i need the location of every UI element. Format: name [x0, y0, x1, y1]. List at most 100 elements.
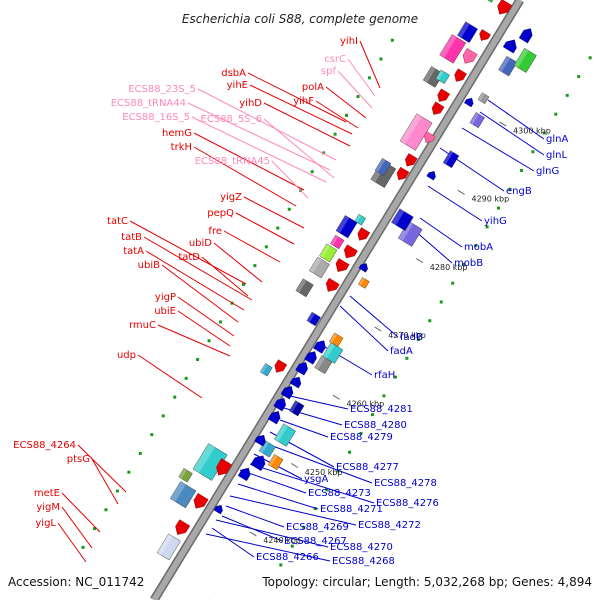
gene-label-forward: ECS88_4264: [13, 440, 76, 451]
guide-dot: [379, 57, 383, 61]
tick-mark: [457, 189, 465, 195]
leader-line: [263, 102, 351, 147]
gene-label-forward: ECS88_16S_5: [122, 112, 190, 123]
gene-label-forward: tatA: [123, 246, 144, 257]
tick-label: 4300 kbp: [513, 126, 551, 135]
leader-line: [177, 310, 231, 347]
leader-line: [325, 86, 367, 119]
gene-arrow-reverse: [273, 398, 286, 412]
guide-dot: [474, 244, 478, 248]
guide-dot: [115, 489, 119, 493]
gene-label-reverse: ECS88_4278: [374, 478, 437, 489]
leader-line: [229, 495, 357, 526]
leader-line: [479, 111, 545, 156]
guide-dot: [264, 245, 268, 249]
gene-label-reverse: ECS88_4277: [336, 462, 399, 473]
gene-label-forward: ECS88_tRNA44: [111, 98, 186, 109]
leader-line: [239, 469, 307, 494]
gene-arrow-forward: [405, 153, 418, 167]
guide-dot: [322, 151, 326, 155]
tick-label: 4240 kbp: [263, 536, 301, 545]
leader-line: [143, 236, 253, 301]
gene-box: [260, 363, 273, 377]
gene-arrow-reverse: [358, 263, 368, 273]
leader-line: [419, 217, 463, 248]
gene-label-forward: ECS88_5S_6: [201, 114, 262, 125]
guide-dot: [345, 113, 349, 117]
gene-label-reverse: ECS88_4272: [358, 520, 421, 531]
tick-label: 4290 kbp: [472, 195, 510, 204]
guide-dot: [219, 320, 223, 324]
gene-arrow-forward: [357, 227, 371, 241]
tick-mark: [499, 121, 507, 127]
leader-line: [237, 483, 319, 510]
leader-line: [145, 250, 245, 311]
gene-label-forward: ubiB: [138, 260, 160, 271]
gene-label-forward: ECS88_tRNA45: [195, 156, 270, 167]
gene-arrow-forward: [462, 48, 478, 64]
gene-box: [469, 112, 485, 129]
gene-label-reverse: glnG: [536, 166, 559, 177]
gene-label-reverse: fadA: [390, 346, 413, 357]
genome-backbone: [150, 0, 524, 600]
leader-line: [359, 40, 381, 89]
gene-arrow-reverse: [289, 376, 302, 389]
gene-box: [267, 454, 284, 471]
leader-line: [201, 256, 249, 297]
gene-label-forward: trkH: [171, 142, 192, 153]
gene-label-forward: ubiE: [154, 306, 176, 317]
guide-dot: [485, 225, 489, 229]
gene-label-reverse: mobB: [454, 258, 483, 269]
dotted-guide-lines: [81, 38, 592, 567]
gene-label-forward: ptsG: [67, 454, 90, 465]
leader-line: [347, 58, 376, 97]
leader-line: [249, 84, 353, 135]
gene-box: [354, 213, 366, 226]
gene-label-forward: yigP: [155, 292, 176, 303]
gene-label-forward: yihD: [239, 98, 262, 109]
gene-box: [513, 47, 537, 73]
leader-line: [137, 354, 203, 399]
gene-box: [329, 332, 344, 347]
leader-line: [91, 458, 119, 505]
leader-line: [225, 505, 285, 528]
leader-line: [193, 132, 305, 191]
guide-dot: [173, 395, 177, 399]
leader-line: [427, 185, 483, 222]
gene-label-forward: fre: [208, 226, 222, 237]
gene-box: [477, 92, 490, 104]
guide-dot: [196, 358, 200, 362]
gene-box: [156, 533, 181, 561]
leader-line: [215, 519, 329, 548]
guide-dot: [127, 470, 131, 474]
gene-box: [289, 400, 305, 417]
guide-dot: [554, 112, 558, 116]
guide-dot: [370, 413, 374, 417]
gene-arrow-reverse: [213, 505, 223, 515]
gene-label-reverse: ECS88_4267: [284, 536, 347, 547]
guide-dot: [356, 95, 360, 99]
gene-label-reverse: ECS88_4276: [376, 498, 439, 509]
tick-mark: [249, 531, 257, 537]
guide-dot: [348, 450, 352, 454]
guide-dot: [451, 281, 455, 285]
gene-arrow-reverse: [502, 39, 517, 54]
gene-label-reverse: ECS88_4266: [256, 552, 319, 563]
gene-arrow-reverse: [280, 386, 294, 400]
gene-arrow-forward: [424, 131, 436, 143]
gene-box: [457, 21, 478, 43]
leader-line: [57, 522, 87, 563]
guide-dot: [207, 339, 211, 343]
leader-line: [271, 160, 309, 199]
gene-box: [479, 0, 501, 3]
gene-arrow-reverse: [518, 28, 533, 44]
gene-arrow-forward: [325, 277, 340, 292]
gene-arrow-forward: [479, 29, 491, 41]
guide-dot: [577, 75, 581, 79]
gene-label-forward: csrC: [324, 54, 346, 65]
gene-label-forward: tatB: [121, 232, 142, 243]
gene-label-forward: pepQ: [207, 208, 234, 219]
leader-line: [197, 88, 337, 161]
